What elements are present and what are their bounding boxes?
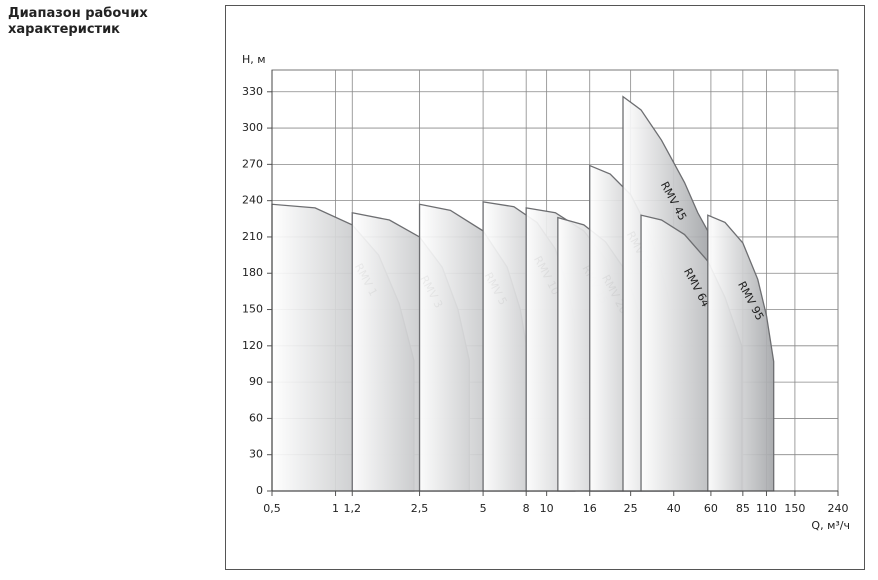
y-tick-label: 180 — [242, 266, 263, 279]
heading: Диапазон рабочих характеристик — [8, 6, 148, 38]
x-tick-label: 1,2 — [344, 502, 362, 515]
y-tick-label: 330 — [242, 85, 263, 98]
heading-line: характеристик — [8, 22, 120, 37]
y-tick-label: 240 — [242, 194, 263, 207]
x-tick-label: 16 — [583, 502, 597, 515]
x-tick-label: 0,5 — [263, 502, 281, 515]
x-axis-label: Q, м³/ч — [811, 519, 850, 532]
y-tick-label: 30 — [249, 448, 263, 461]
y-tick-label: 300 — [242, 121, 263, 134]
x-tick-label: 1 — [332, 502, 339, 515]
y-tick-label: 270 — [242, 157, 263, 170]
x-tick-label: 150 — [784, 502, 805, 515]
x-tick-label: 40 — [667, 502, 681, 515]
x-tick-label: 240 — [828, 502, 849, 515]
heading-line: Диапазон рабочих — [8, 6, 148, 21]
x-tick-label: 5 — [480, 502, 487, 515]
y-tick-label: 0 — [256, 484, 263, 497]
x-tick-label: 25 — [624, 502, 638, 515]
x-tick-label: 10 — [540, 502, 554, 515]
y-tick-label: 60 — [249, 411, 263, 424]
x-tick-label: 2,5 — [411, 502, 429, 515]
frame — [225, 5, 865, 570]
y-tick-label: 150 — [242, 303, 263, 316]
range-area — [707, 214, 775, 492]
x-tick-label: 8 — [523, 502, 530, 515]
x-tick-label: 85 — [736, 502, 750, 515]
x-tick-label: 110 — [756, 502, 777, 515]
y-tick-label: 120 — [242, 339, 263, 352]
y-axis-label: H, м — [242, 53, 266, 66]
y-tick-label: 90 — [249, 375, 263, 388]
x-tick-label: 60 — [704, 502, 718, 515]
y-tick-label: 210 — [242, 230, 263, 243]
